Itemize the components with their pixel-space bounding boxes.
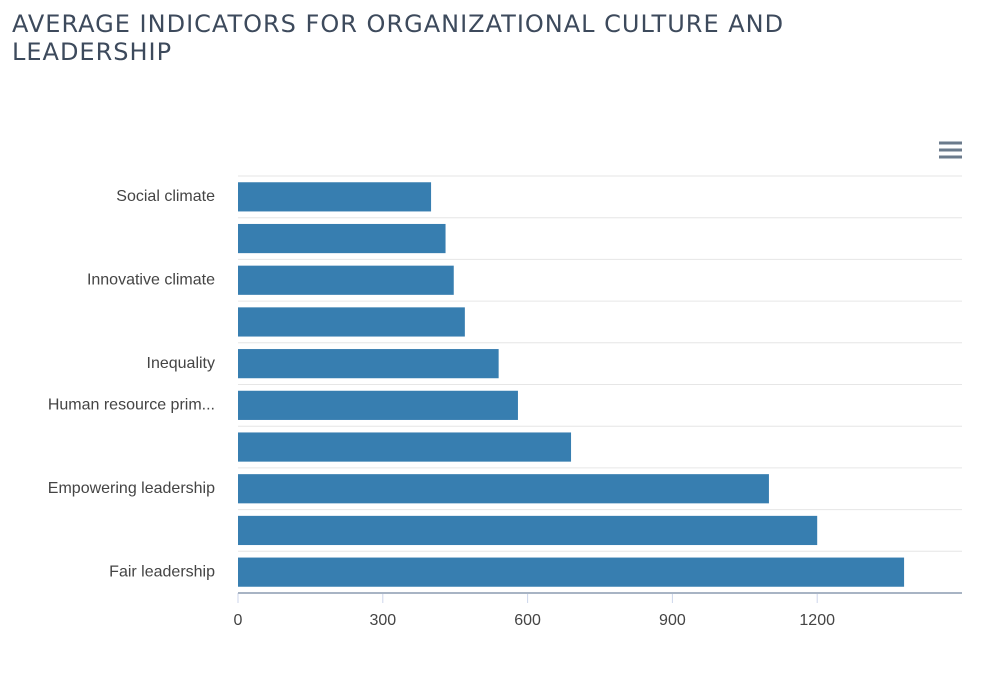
bar: [238, 223, 446, 254]
x-tick-label: 0: [234, 612, 243, 629]
x-tick-label: 600: [514, 612, 541, 629]
bar: [238, 349, 499, 379]
y-tick-label: Empowering leadership: [48, 480, 215, 497]
bar: [238, 182, 432, 212]
x-tick-label: 900: [659, 612, 686, 629]
menu-button[interactable]: [936, 138, 966, 162]
bar: [238, 432, 572, 462]
chart-title: AVERAGE INDICATORS FOR ORGANIZATIONAL CU…: [12, 10, 785, 66]
bar: [238, 474, 769, 504]
y-tick-label: Human resource prim...: [48, 397, 215, 414]
bar: [238, 390, 518, 420]
y-tick-label: Fair leadership: [109, 563, 215, 580]
bar: [238, 265, 454, 295]
y-tick-label: Social climate: [116, 188, 215, 205]
bar: [238, 515, 818, 546]
x-tick-label: 300: [369, 612, 396, 629]
y-tick-label: Inequality: [147, 355, 216, 372]
y-tick-label: Innovative climate: [87, 271, 215, 288]
x-tick-label: 1200: [799, 612, 835, 629]
bar: [238, 307, 465, 337]
bar: [238, 557, 905, 587]
